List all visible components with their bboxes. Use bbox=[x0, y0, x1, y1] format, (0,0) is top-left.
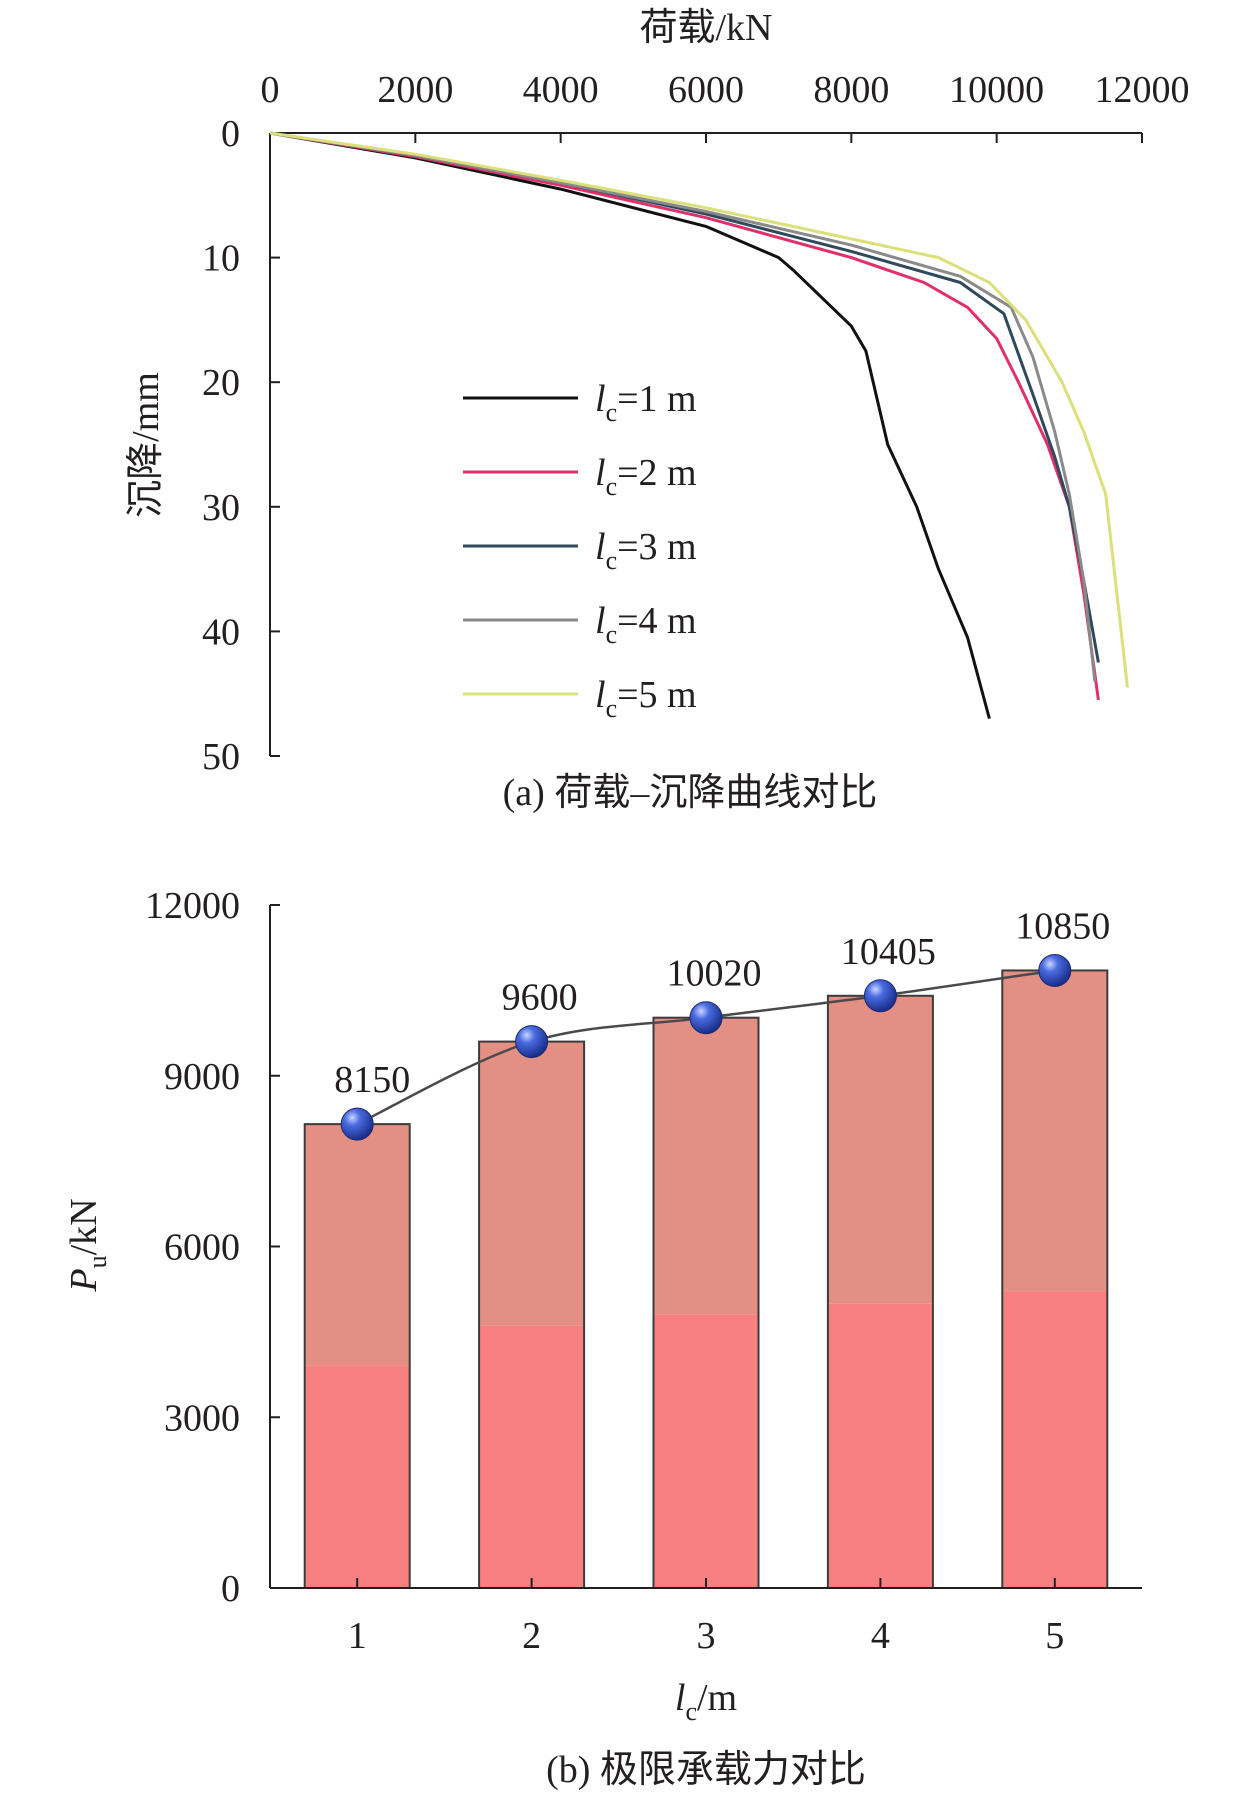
x-tick-label: 1 bbox=[348, 1615, 367, 1657]
bar-lower-fill bbox=[653, 1314, 759, 1588]
x-tick-label: 3 bbox=[697, 1615, 716, 1657]
data-label: 10850 bbox=[1015, 905, 1110, 947]
x-axis-title-subscript: c bbox=[685, 1697, 697, 1726]
y-axis-title: Pu/kN bbox=[63, 1198, 112, 1292]
legend: lc=1 mlc=2 mlc=3 mlc=4 mlc=5 m bbox=[463, 378, 697, 723]
x-axis-title-symbol: l bbox=[675, 1677, 686, 1719]
legend-label-symbol: l bbox=[595, 378, 606, 420]
legend-label-1: lc=1 m bbox=[595, 378, 697, 427]
legend-label-4: lc=4 m bbox=[595, 600, 697, 649]
bar-upper-fill bbox=[479, 1041, 585, 1326]
data-label: 10020 bbox=[667, 953, 762, 995]
legend-label-subscript: c bbox=[606, 694, 618, 723]
x-axis-title-unit: /m bbox=[697, 1677, 737, 1719]
y-tick-label: 0 bbox=[221, 1568, 240, 1610]
y-tick-label: 12000 bbox=[145, 885, 240, 927]
y-axis-title-symbol: P bbox=[63, 1268, 105, 1292]
series-line-5 bbox=[269, 131, 1129, 688]
bar bbox=[478, 1040, 586, 1589]
y-tick-label: 30 bbox=[202, 487, 240, 529]
bar bbox=[303, 1123, 411, 1589]
data-label: 8150 bbox=[334, 1059, 410, 1101]
legend-label-subscript: c bbox=[606, 398, 618, 427]
legend-label-text: =5 m bbox=[617, 674, 697, 716]
series-line-1 bbox=[269, 131, 991, 719]
caption-b: (b) 极限承载力对比 bbox=[546, 1749, 866, 1791]
legend-label-2: lc=2 m bbox=[595, 452, 697, 501]
bar bbox=[1001, 969, 1109, 1589]
y-tick-label: 3000 bbox=[164, 1397, 240, 1439]
data-point-marker bbox=[340, 1107, 374, 1141]
bar-lower-fill bbox=[479, 1325, 585, 1588]
legend-label-subscript: c bbox=[606, 472, 618, 501]
legend-label-symbol: l bbox=[595, 526, 606, 568]
y-tick-label: 10 bbox=[202, 238, 240, 280]
data-label: 10405 bbox=[841, 931, 936, 973]
series-line-4 bbox=[269, 131, 1097, 682]
x-tick-label: 0 bbox=[261, 69, 280, 111]
legend-label-text: =4 m bbox=[617, 600, 697, 642]
legend-label-subscript: c bbox=[606, 546, 618, 575]
x-tick-label: 12000 bbox=[1095, 69, 1190, 111]
x-tick-label: 4 bbox=[871, 1615, 890, 1657]
x-tick-label: 2000 bbox=[377, 69, 453, 111]
data-point-marker bbox=[515, 1025, 549, 1059]
data-point-marker bbox=[863, 979, 897, 1013]
x-tick-label: 4000 bbox=[523, 69, 599, 111]
caption-a: (a) 荷载–沉降曲线对比 bbox=[503, 772, 878, 814]
bar-lower-fill bbox=[1002, 1291, 1108, 1588]
bar-upper-fill bbox=[1002, 970, 1108, 1292]
y-tick-label: 6000 bbox=[164, 1227, 240, 1269]
ultimate-capacity-chart: 0 3000 6000 9000 12000 1 2 3 4 5 8150 9600 10020 1040… bbox=[63, 885, 1142, 1791]
x-tick-label: 10000 bbox=[949, 69, 1044, 111]
y-axis-title-subscript: u bbox=[83, 1255, 112, 1268]
data-point-marker bbox=[1038, 953, 1072, 987]
y-tick-label: 40 bbox=[202, 611, 240, 653]
x-axis-title: lc/m bbox=[675, 1677, 737, 1726]
bar-upper-fill bbox=[827, 995, 933, 1304]
legend-label-symbol: l bbox=[595, 600, 606, 642]
x-tick-label: 6000 bbox=[668, 69, 744, 111]
load-settlement-chart: 0 2000 4000 6000 8000 10000 12000 0 10 20 30 40 50 荷载… bbox=[125, 7, 1190, 814]
y-axis-title-unit: /kN bbox=[63, 1198, 105, 1255]
legend-label-3: lc=3 m bbox=[595, 526, 697, 575]
bar-lower-fill bbox=[827, 1303, 933, 1588]
legend-label-subscript: c bbox=[606, 620, 618, 649]
legend-label-symbol: l bbox=[595, 674, 606, 716]
x-tick-label: 2 bbox=[522, 1615, 541, 1657]
y-tick-label: 0 bbox=[221, 113, 240, 155]
legend-label-text: =1 m bbox=[617, 378, 697, 420]
legend-label-text: =2 m bbox=[617, 452, 697, 494]
legend-label-text: =3 m bbox=[617, 526, 697, 568]
data-point-marker bbox=[689, 1001, 723, 1035]
bar bbox=[826, 994, 934, 1589]
y-axis-title: 沉降/mm bbox=[125, 372, 167, 518]
bar-upper-fill bbox=[304, 1124, 410, 1366]
legend-label-symbol: l bbox=[595, 452, 606, 494]
data-label: 9600 bbox=[502, 977, 578, 1019]
y-tick-label: 50 bbox=[202, 736, 240, 778]
y-tick-label: 9000 bbox=[164, 1056, 240, 1098]
x-tick-label: 8000 bbox=[813, 69, 889, 111]
x-axis-title: 荷载/kN bbox=[639, 7, 772, 49]
bar-upper-fill bbox=[653, 1017, 759, 1315]
x-tick-label: 5 bbox=[1045, 1615, 1064, 1657]
bar-lower-fill bbox=[304, 1365, 410, 1588]
legend-label-5: lc=5 m bbox=[595, 674, 697, 723]
bar bbox=[652, 1016, 760, 1589]
y-tick-label: 20 bbox=[202, 362, 240, 404]
